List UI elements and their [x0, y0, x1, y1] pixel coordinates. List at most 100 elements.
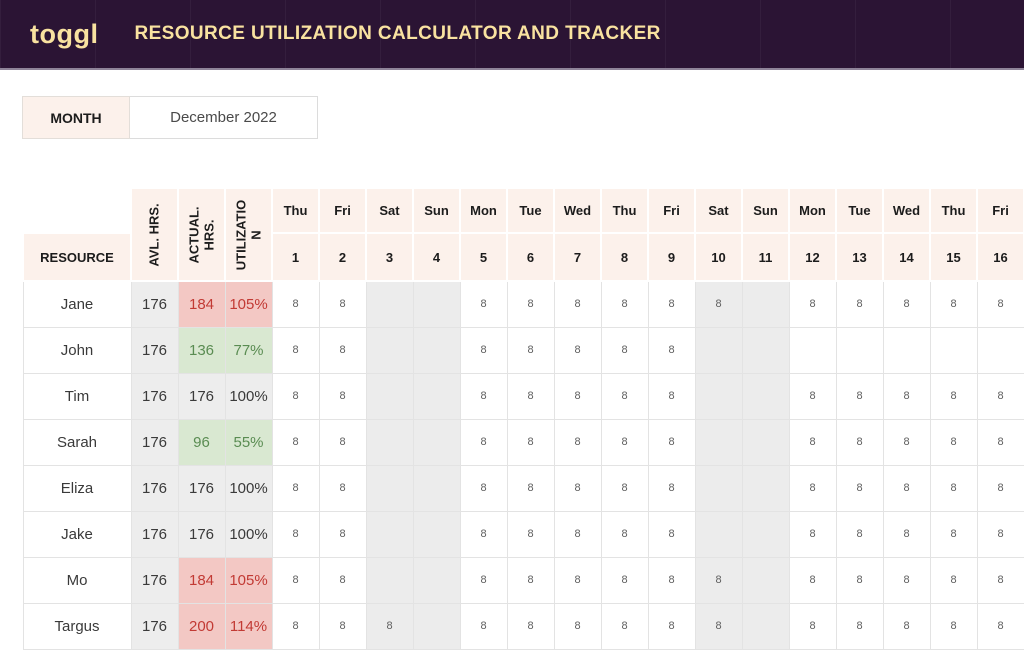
day-cell[interactable]: 8	[788, 556, 837, 604]
day-cell[interactable]: 8	[271, 280, 320, 328]
avl-hours-cell[interactable]: 176	[130, 326, 179, 374]
avl-hours-cell[interactable]: 176	[130, 280, 179, 328]
day-cell[interactable]: 8	[882, 556, 931, 604]
day-cell[interactable]: 8	[271, 372, 320, 420]
day-cell[interactable]: 8	[365, 602, 414, 650]
day-cell[interactable]	[365, 326, 414, 374]
resource-name-cell[interactable]: John	[22, 326, 132, 374]
day-cell[interactable]: 8	[835, 464, 884, 512]
day-cell[interactable]	[741, 556, 790, 604]
day-cell[interactable]: 8	[506, 280, 555, 328]
day-cell[interactable]	[694, 326, 743, 374]
day-cell[interactable]: 8	[600, 510, 649, 558]
resource-name-cell[interactable]: Sarah	[22, 418, 132, 466]
day-cell[interactable]: 8	[459, 326, 508, 374]
day-cell[interactable]: 8	[600, 280, 649, 328]
day-cell[interactable]: 8	[600, 464, 649, 512]
day-cell[interactable]: 8	[506, 418, 555, 466]
day-cell[interactable]: 8	[318, 280, 367, 328]
day-cell[interactable]: 8	[506, 326, 555, 374]
avl-hours-cell[interactable]: 176	[130, 602, 179, 650]
day-cell[interactable]: 8	[506, 464, 555, 512]
avl-hours-cell[interactable]: 176	[130, 510, 179, 558]
day-cell[interactable]: 8	[976, 510, 1024, 558]
day-cell[interactable]: 8	[788, 418, 837, 466]
day-cell[interactable]: 8	[600, 602, 649, 650]
day-cell[interactable]: 8	[318, 602, 367, 650]
day-cell[interactable]: 8	[600, 418, 649, 466]
day-cell[interactable]	[788, 326, 837, 374]
day-cell[interactable]	[741, 510, 790, 558]
resource-name-cell[interactable]: Jane	[22, 280, 132, 328]
day-cell[interactable]	[412, 510, 461, 558]
day-cell[interactable]: 8	[835, 602, 884, 650]
day-cell[interactable]: 8	[694, 602, 743, 650]
day-cell[interactable]: 8	[976, 372, 1024, 420]
day-cell[interactable]: 8	[929, 418, 978, 466]
day-cell[interactable]	[412, 280, 461, 328]
day-cell[interactable]: 8	[788, 602, 837, 650]
day-cell[interactable]: 8	[929, 602, 978, 650]
day-cell[interactable]: 8	[788, 510, 837, 558]
day-cell[interactable]: 8	[788, 280, 837, 328]
day-cell[interactable]: 8	[835, 372, 884, 420]
day-cell[interactable]: 8	[788, 464, 837, 512]
avl-hours-cell[interactable]: 176	[130, 556, 179, 604]
day-cell[interactable]	[365, 510, 414, 558]
day-cell[interactable]: 8	[318, 556, 367, 604]
day-cell[interactable]: 8	[929, 556, 978, 604]
resource-name-cell[interactable]: Targus	[22, 602, 132, 650]
day-cell[interactable]	[929, 326, 978, 374]
day-cell[interactable]: 8	[647, 556, 696, 604]
day-cell[interactable]	[694, 418, 743, 466]
day-cell[interactable]	[412, 326, 461, 374]
day-cell[interactable]	[365, 418, 414, 466]
day-cell[interactable]: 8	[882, 602, 931, 650]
day-cell[interactable]: 8	[882, 510, 931, 558]
day-cell[interactable]	[882, 326, 931, 374]
day-cell[interactable]: 8	[318, 372, 367, 420]
day-cell[interactable]	[976, 326, 1024, 374]
day-cell[interactable]: 8	[882, 372, 931, 420]
day-cell[interactable]: 8	[506, 602, 555, 650]
day-cell[interactable]: 8	[929, 510, 978, 558]
day-cell[interactable]: 8	[929, 280, 978, 328]
day-cell[interactable]: 8	[882, 464, 931, 512]
day-cell[interactable]: 8	[976, 556, 1024, 604]
day-cell[interactable]: 8	[318, 418, 367, 466]
resource-name-cell[interactable]: Mo	[22, 556, 132, 604]
day-cell[interactable]	[412, 602, 461, 650]
avl-hours-cell[interactable]: 176	[130, 464, 179, 512]
day-cell[interactable]: 8	[459, 418, 508, 466]
day-cell[interactable]: 8	[647, 280, 696, 328]
day-cell[interactable]	[412, 464, 461, 512]
day-cell[interactable]: 8	[271, 418, 320, 466]
day-cell[interactable]: 8	[976, 418, 1024, 466]
day-cell[interactable]: 8	[647, 418, 696, 466]
day-cell[interactable]: 8	[835, 556, 884, 604]
day-cell[interactable]: 8	[553, 556, 602, 604]
day-cell[interactable]	[694, 372, 743, 420]
day-cell[interactable]: 8	[459, 372, 508, 420]
day-cell[interactable]	[412, 372, 461, 420]
day-cell[interactable]: 8	[835, 510, 884, 558]
day-cell[interactable]: 8	[600, 326, 649, 374]
day-cell[interactable]: 8	[976, 464, 1024, 512]
day-cell[interactable]	[365, 556, 414, 604]
day-cell[interactable]	[741, 280, 790, 328]
day-cell[interactable]: 8	[976, 280, 1024, 328]
day-cell[interactable]	[365, 372, 414, 420]
day-cell[interactable]: 8	[600, 556, 649, 604]
day-cell[interactable]: 8	[459, 510, 508, 558]
day-cell[interactable]	[694, 464, 743, 512]
day-cell[interactable]	[741, 602, 790, 650]
month-value-cell[interactable]: December 2022	[130, 96, 318, 139]
day-cell[interactable]: 8	[318, 510, 367, 558]
day-cell[interactable]: 8	[271, 326, 320, 374]
day-cell[interactable]: 8	[271, 556, 320, 604]
day-cell[interactable]: 8	[835, 280, 884, 328]
day-cell[interactable]: 8	[647, 464, 696, 512]
day-cell[interactable]: 8	[271, 464, 320, 512]
day-cell[interactable]: 8	[553, 510, 602, 558]
day-cell[interactable]: 8	[318, 464, 367, 512]
